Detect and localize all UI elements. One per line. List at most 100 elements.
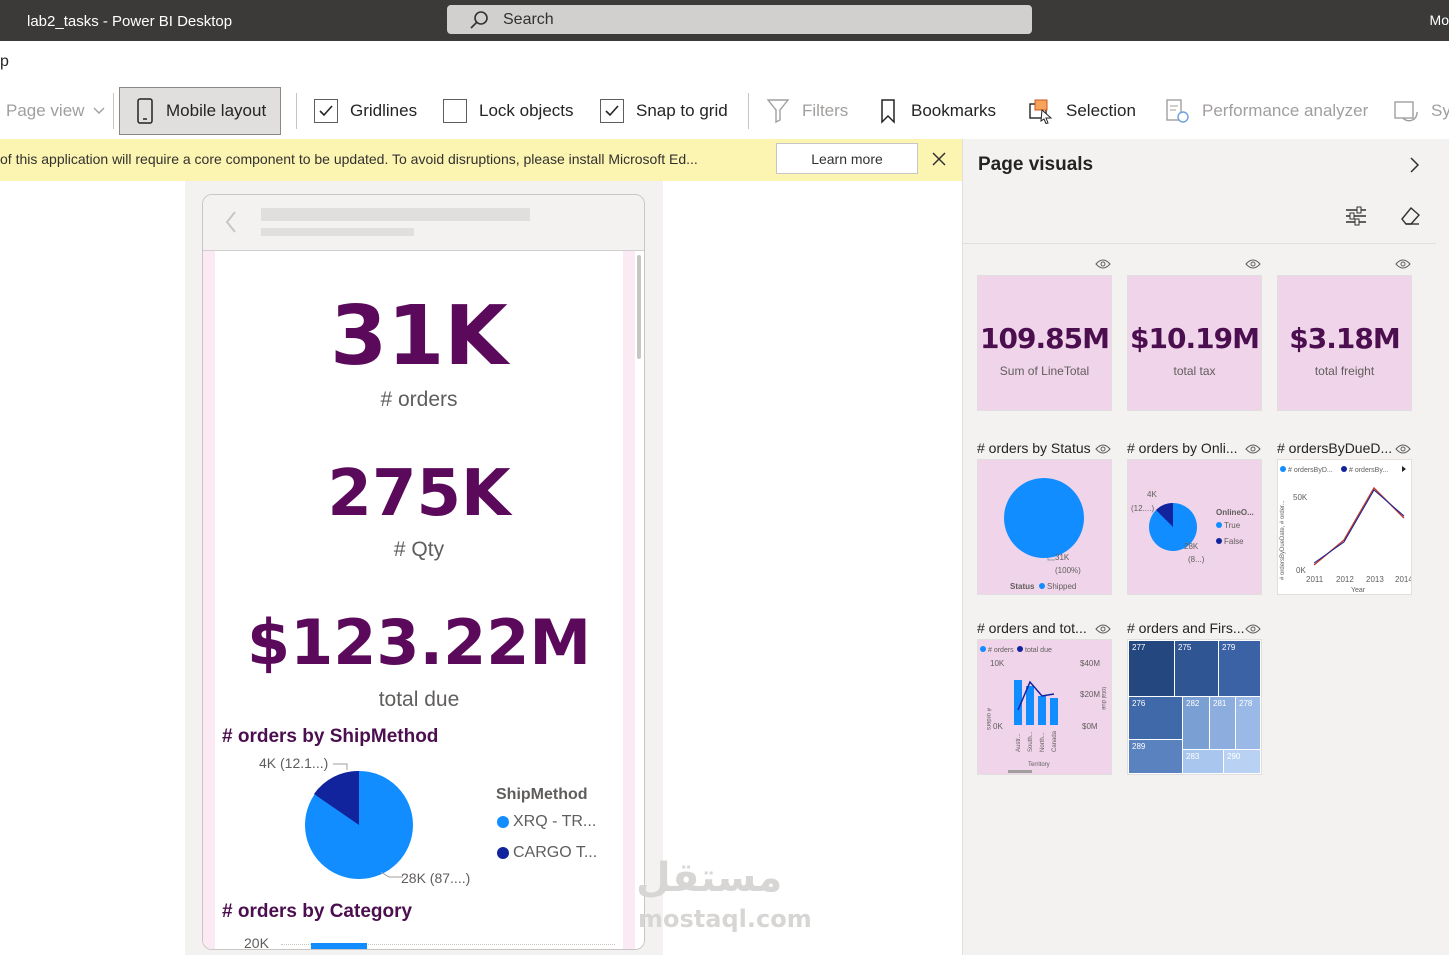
- eye-icon[interactable]: [1245, 623, 1261, 635]
- search-box[interactable]: Search: [447, 5, 1032, 34]
- pane-divider: [963, 243, 1436, 244]
- visual-thumbnail-combo-chart[interactable]: # orders total due # orders 10K 0K $40M …: [977, 639, 1112, 775]
- chevron-down-icon: [93, 107, 105, 114]
- gridlines-label: Gridlines: [350, 101, 418, 120]
- legend-dot: [497, 816, 509, 828]
- x-tick: South...: [1028, 731, 1034, 752]
- user-name[interactable]: Mo: [1429, 12, 1449, 28]
- legend-dot: [1341, 466, 1347, 472]
- legend-label: # ordersByD...: [1288, 467, 1333, 474]
- ribbon-divider: [296, 93, 297, 129]
- category-bar[interactable]: [311, 943, 367, 949]
- treemap-cell: 278: [1235, 696, 1261, 750]
- visual-thumbnail-card-tax[interactable]: $10.19M total tax: [1127, 275, 1262, 411]
- eye-icon[interactable]: [1095, 258, 1111, 270]
- lock-objects-checkbox[interactable]: Lock objects: [443, 87, 574, 135]
- legend-item-xrq[interactable]: XRQ - TR...: [497, 813, 596, 831]
- pie-label-cargo: 4K (12.1...): [259, 755, 329, 771]
- treemap-cell: 275: [1174, 640, 1219, 697]
- legend-title: OnlineO...: [1216, 508, 1254, 517]
- x-tick: 2013: [1366, 575, 1384, 584]
- selection-button[interactable]: Selection: [1028, 87, 1136, 135]
- mobile-phone-frame: 31K # orders 275K # Qty $123.22M total d…: [202, 194, 645, 950]
- eye-icon[interactable]: [1245, 443, 1261, 455]
- y-right-title: total due: [1100, 687, 1106, 711]
- page-view-dropdown[interactable]: Page view: [6, 87, 106, 135]
- snap-to-grid-checkbox[interactable]: Snap to grid: [600, 87, 728, 135]
- legend-label: # ordersBy...: [1349, 467, 1388, 474]
- pie-pct-label: (100%): [1055, 566, 1081, 575]
- combo-bar: [1050, 698, 1058, 725]
- pie-leader-line: [380, 871, 403, 878]
- visual-thumbnail-treemap[interactable]: 277 275 279 276 282 281 278 289 283 290: [1127, 639, 1262, 775]
- learn-more-button[interactable]: Learn more: [776, 143, 918, 174]
- mobile-layout-button[interactable]: Mobile layout: [119, 87, 282, 135]
- shipmethod-legend-title: ShipMethod: [496, 786, 588, 803]
- watermark-latin: mostaql.com: [638, 905, 812, 933]
- kpi-total-due-label: total due: [378, 688, 460, 711]
- phone-scrollbar[interactable]: [637, 255, 641, 359]
- eye-icon[interactable]: [1395, 258, 1411, 270]
- visual-thumbnail-line-chart[interactable]: # ordersByD... # ordersBy... # ordersByD…: [1277, 459, 1412, 595]
- x-tick: 2011: [1306, 575, 1324, 584]
- visual-title: # orders by Status: [977, 440, 1091, 456]
- y-axis-title: # ordersByDueDate, # order...: [1280, 500, 1286, 580]
- bookmarks-button[interactable]: Bookmarks: [877, 87, 996, 135]
- legend-dot: [980, 646, 986, 652]
- bookmarks-label: Bookmarks: [911, 101, 997, 120]
- performance-analyzer-button[interactable]: Performance analyzer: [1164, 87, 1368, 135]
- visual-thumbnail-card-freight[interactable]: $3.18M total freight: [1277, 275, 1412, 411]
- pane-scrollbar[interactable]: [1436, 243, 1449, 955]
- kpi-qty-label: # Qty: [393, 538, 445, 561]
- kpi-orders-value[interactable]: 31K: [330, 289, 508, 384]
- y-right-tick: $40M: [1080, 659, 1100, 668]
- legend-dot: [497, 847, 509, 859]
- online-pie-svg: 4K (12....) 28K (8...) OnlineO... True F…: [1131, 490, 1254, 564]
- checkmark-icon: [600, 99, 624, 123]
- eye-icon[interactable]: [1095, 623, 1111, 635]
- legend-next-icon: [1402, 466, 1406, 472]
- kpi-qty-value[interactable]: 275K: [327, 457, 511, 531]
- treemap-cell: 290: [1223, 749, 1261, 774]
- y-tick: 0K: [1296, 566, 1306, 575]
- card-value: $3.18M: [1289, 322, 1400, 355]
- search-icon: [470, 11, 488, 29]
- mobile-layout-label: Mobile layout: [166, 101, 267, 120]
- eye-icon[interactable]: [1095, 443, 1111, 455]
- sync-slicers-button[interactable]: Sy: [1393, 87, 1449, 135]
- legend-dot: [1216, 538, 1222, 544]
- filter-settings-icon[interactable]: [1343, 205, 1369, 227]
- pane-title: Page visuals: [978, 154, 1094, 175]
- legend-dot: [1017, 646, 1023, 652]
- visual-thumbnail-card-linetotal[interactable]: 109.85M Sum of LineTotal: [977, 275, 1112, 411]
- x-tick: 2012: [1336, 575, 1354, 584]
- legend-dot: [1039, 583, 1045, 589]
- gridlines-checkbox[interactable]: Gridlines: [314, 87, 417, 135]
- close-icon[interactable]: [931, 151, 947, 167]
- back-arrow-icon: [225, 211, 236, 233]
- performance-analyzer-icon: [1164, 98, 1190, 124]
- eye-icon[interactable]: [1245, 258, 1261, 270]
- combo-chart-svg: # orders total due # orders 10K 0K $40M …: [980, 646, 1106, 773]
- eye-icon[interactable]: [1395, 443, 1411, 455]
- filters-button[interactable]: Filters: [766, 87, 848, 135]
- visual-thumbnail-online-pie[interactable]: 4K (12....) 28K (8...) OnlineO... True F…: [1127, 459, 1262, 595]
- y-left-tick: 10K: [990, 659, 1005, 668]
- legend-dot: [1216, 522, 1222, 528]
- menu-help[interactable]: p: [0, 53, 9, 70]
- pie-slice-cargo[interactable]: [314, 770, 359, 825]
- legend-title: Status: [1010, 582, 1035, 591]
- kpi-total-due-value[interactable]: $123.22M: [246, 606, 592, 679]
- eraser-icon[interactable]: [1397, 205, 1421, 227]
- visual-thumbnail-status-pie[interactable]: 31K (100%) Status Shipped: [977, 459, 1112, 595]
- chevron-right-icon[interactable]: [1408, 156, 1420, 174]
- pie-label-xrq: 28K (87....): [401, 870, 471, 886]
- legend-label: True: [1224, 521, 1241, 530]
- treemap-cell: 283: [1182, 749, 1224, 774]
- shipmethod-pie-chart[interactable]: [293, 756, 433, 896]
- phone-canvas: 31K # orders 275K # Qty $123.22M total d…: [203, 251, 644, 949]
- legend-item-cargo[interactable]: CARGO T...: [497, 844, 597, 862]
- app-title: lab2_tasks - Power BI Desktop: [27, 13, 233, 30]
- x-tick: Austr...: [1016, 733, 1022, 752]
- sync-slicers-label: Sy: [1431, 101, 1449, 120]
